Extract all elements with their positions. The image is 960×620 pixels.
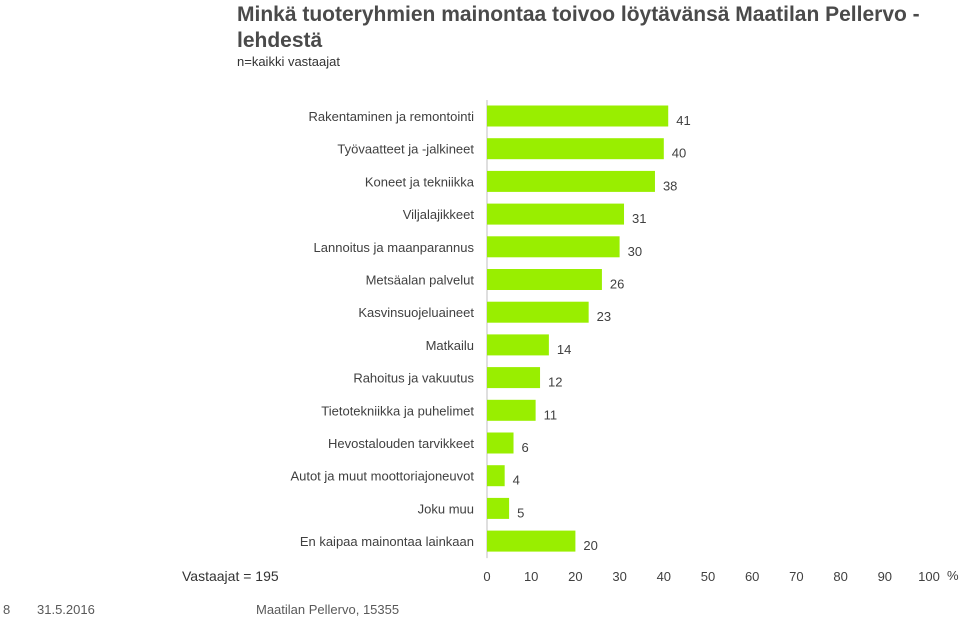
x-tick-label: 0 [483,569,490,584]
category-label: Metsäalan palvelut [366,273,475,288]
category-label: Autot ja muut moottoriajoneuvot [290,469,474,484]
data-label: 20 [583,538,597,553]
bar [487,497,510,519]
chart-subtitle: n=kaikki vastaajat [237,54,340,69]
x-tick-label: 10 [524,569,538,584]
data-label: 12 [548,375,562,390]
category-label: En kaipaa mainontaa lainkaan [300,534,474,549]
data-label: 38 [663,178,677,193]
data-label: 14 [557,342,571,357]
x-tick-label: 20 [568,569,582,584]
bar [487,138,664,160]
category-label: Tietotekniikka ja puhelimet [321,403,474,418]
x-tick-label: 40 [657,569,671,584]
category-label: Viljalajikkeet [403,207,475,222]
x-tick-label: 100 [918,569,940,584]
category-label: Rahoitus ja vakuutus [353,371,474,386]
footer-page-number: 8 [3,602,11,617]
data-label: 26 [610,277,624,292]
bar [487,334,549,356]
bar [487,367,541,389]
data-label: 41 [676,113,690,128]
footer-date: 31.5.2016 [37,602,95,617]
category-label: Työvaatteet ja -jalkineet [337,142,474,157]
data-label: 5 [517,505,524,520]
x-tick-label: 70 [789,569,803,584]
footer-source: Maatilan Pellervo, 15355 [256,602,400,617]
data-label: 23 [597,309,611,324]
bar [487,170,655,192]
x-tick-label: 60 [745,569,759,584]
data-label: 31 [632,211,646,226]
category-label: Hevostalouden tarvikkeet [328,436,474,451]
x-tick-label: 30 [612,569,626,584]
bar [487,301,589,323]
bar [487,203,625,225]
category-label: Lannoitus ja maanparannus [314,240,475,255]
bar [487,530,576,552]
category-label: Matkailu [426,338,474,353]
category-label: Joku muu [418,501,474,516]
respondents-count: Vastaajat = 195 [182,568,279,584]
data-label: 30 [628,244,642,259]
x-tick-label: 90 [878,569,892,584]
data-label: 40 [672,146,686,161]
bar [487,399,536,421]
x-unit-label: % [947,568,959,583]
x-tick-label: 80 [833,569,847,584]
category-label: Kasvinsuojeluaineet [358,305,474,320]
chart-title: Minkä tuoteryhmien mainontaa toivoo löyt… [237,3,920,52]
bar [487,465,505,487]
data-label: 11 [544,407,558,422]
bar [487,432,514,454]
x-tick-label: 50 [701,569,715,584]
data-label: 6 [522,440,529,455]
bar [487,236,620,258]
data-label: 4 [513,473,520,488]
category-label: Koneet ja tekniikka [365,174,475,189]
category-label: Rakentaminen ja remontointi [309,109,475,124]
bar [487,105,669,127]
bar [487,269,602,290]
